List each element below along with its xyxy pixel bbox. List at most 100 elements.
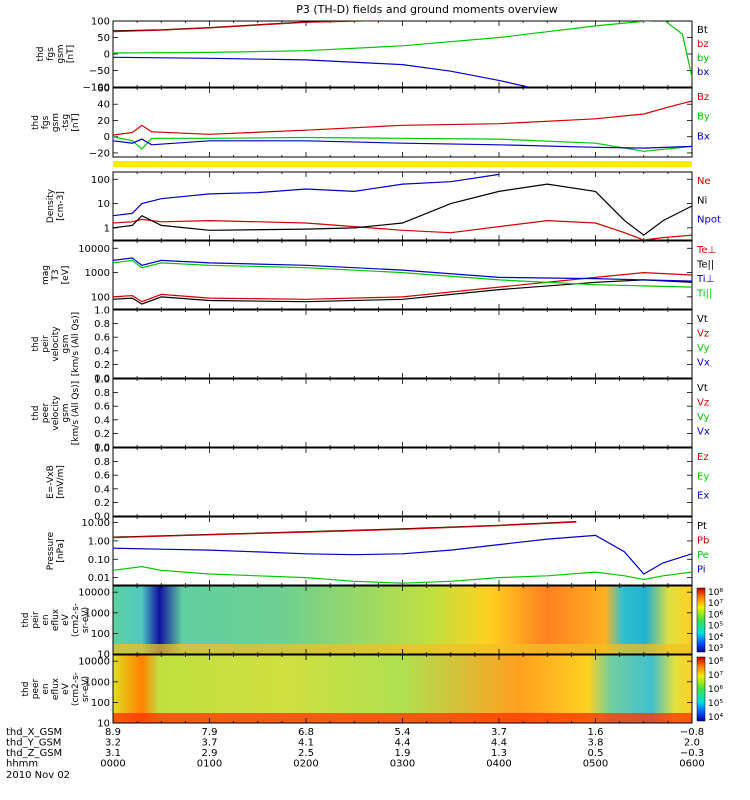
y-tick-label: 0.4: [94, 415, 110, 426]
panel-p4: 10000 1000 100 mag T3 [eV] Te⊥ Te|| Ti⊥ Ti||: [41, 240, 716, 310]
y-axis-label: eflux: [51, 608, 61, 631]
colorbar-label: 10³: [708, 644, 723, 654]
legend-entry: Vy: [697, 343, 710, 354]
footer-value: 1.9: [395, 748, 411, 759]
y-tick-label: 1.00: [88, 536, 110, 547]
y-tick-label: 10: [97, 650, 110, 661]
colorbar-label: 10⁷: [708, 671, 723, 681]
spectrogram-p10: [113, 655, 692, 723]
footer-value: −0.8: [680, 727, 704, 738]
legend-entry: Ey: [697, 471, 709, 482]
y-axis-label: Pressure: [46, 531, 56, 570]
y-tick-label: 0.2: [94, 360, 110, 371]
y-tick-label: 100: [91, 175, 110, 186]
footer-ephemeris: thd_X_GSM 8.9 7.9 6.8 5.4 3.7 1.6 −0.8 thd_Y_GSM…: [6, 727, 705, 770]
panel-frame: [112, 378, 693, 448]
date-label: 2010 Nov 02: [6, 770, 70, 781]
footer-value: 5.4: [395, 727, 411, 738]
legend-entry: Ni: [697, 195, 707, 206]
y-axis-label: velocity: [51, 395, 61, 431]
footer-value: 2.5: [298, 748, 314, 759]
y-axis-label: thd: [21, 613, 31, 628]
colorbar-label: 10⁵: [708, 622, 723, 632]
y-tick-label: 0.6: [94, 402, 110, 413]
y-axis-label: [eV]: [61, 266, 71, 285]
legend-entry: Te||: [696, 260, 714, 271]
y-tick-label: 10: [97, 719, 110, 730]
series-Ni: [113, 183, 692, 236]
y-axis-label: T3: [51, 269, 61, 281]
footer-value: 2.0: [684, 738, 700, 749]
y-tick-label: 1000: [85, 677, 110, 688]
legend-entry: Ne: [697, 176, 711, 187]
footer-value: 3.1: [105, 748, 121, 759]
y-axis-label: E=-VxB: [46, 465, 56, 499]
legend-entry: Ex: [697, 491, 709, 502]
y-tick-label: 0.2: [94, 429, 110, 440]
series-Bx: [113, 138, 692, 149]
y-axis-label: eV: [61, 613, 71, 626]
legend-entry: Npot: [697, 215, 721, 226]
y-axis-label: gsm: [61, 334, 71, 353]
y-axis-label: peir: [41, 335, 51, 353]
footer-row-label: thd_Y_GSM: [6, 738, 61, 749]
y-axis-label: peer: [31, 678, 41, 699]
y-tick-label: 1.0: [94, 306, 110, 317]
y-tick-label: 100: [91, 292, 110, 303]
y-axis-label: Density: [46, 188, 56, 223]
y-tick-label: −20: [89, 148, 110, 159]
footer-value: 3.7: [202, 738, 218, 749]
legend-entry: Te⊥: [696, 245, 716, 256]
y-axis-label: [nT]: [71, 113, 81, 131]
legend-entry: Ez: [697, 452, 709, 463]
y-tick-label: 60: [97, 84, 110, 95]
y-axis-label: peir: [31, 611, 41, 629]
legend-entry: Bx: [697, 131, 710, 142]
panel-frame: [112, 87, 693, 158]
legend-entry: Bt: [697, 25, 708, 36]
y-tick-label: 10000: [78, 588, 110, 599]
footer-value: 7.9: [202, 727, 218, 738]
y-tick-label: 1.0: [94, 444, 110, 455]
colorbar-p9: [696, 587, 706, 653]
panel-p6: 1.0 0.8 0.6 0.4 0.2 0.0 thd peer velocity gsm [km/…: [31, 375, 710, 454]
y-tick-label: 0.8: [94, 388, 110, 399]
y-axis-label: [nPa]: [56, 539, 66, 562]
series-bz: [113, 21, 386, 33]
colorbar-label: 10⁵: [708, 699, 723, 709]
colorbar-p10: [696, 656, 706, 722]
y-tick-label: 10000: [78, 244, 110, 255]
series-Bt: [113, 21, 366, 32]
y-tick-label: 10.00: [81, 518, 110, 529]
footer-value: 0.5: [588, 748, 604, 759]
y-tick-label: 0.0: [94, 512, 110, 523]
legend-entry: Vz: [697, 329, 709, 340]
y-tick-label: 0.6: [94, 471, 110, 482]
legend-entry: Vz: [697, 398, 709, 409]
footer-value: 3.7: [491, 727, 507, 738]
footer-row-label: thd_Z_GSM: [6, 748, 62, 759]
panel-frame: [112, 309, 693, 379]
panel-p7: 1.0 0.8 0.6 0.4 0.2 0.0 E=-VxB [mV/m] Ez Ey Ex: [46, 444, 709, 523]
y-axis-label: gsm: [61, 403, 71, 422]
y-tick-label: 0.6: [94, 333, 110, 344]
colorbar-label: 10⁴: [708, 633, 723, 643]
y-tick-label: −50: [89, 66, 110, 77]
series-Npot: [113, 173, 500, 217]
colorbar-label: 10⁶: [708, 610, 723, 620]
y-tick-label: 0.2: [94, 498, 110, 509]
y-tick-label: 100: [91, 698, 110, 709]
footer-row-label: hhmm: [6, 759, 38, 770]
series-Pb: [113, 521, 577, 539]
footer-value: −0.3: [680, 748, 704, 759]
y-axis-label: peer: [41, 402, 51, 423]
series-Te⊥: [113, 271, 692, 303]
quality-flag-bar: [113, 161, 692, 167]
legend-entry: Pe: [697, 550, 709, 561]
footer-value: 0100: [197, 759, 222, 770]
colorbar-label: 10⁶: [708, 685, 723, 695]
series-Pe: [113, 565, 692, 584]
y-tick-label: 0.0: [94, 443, 110, 454]
